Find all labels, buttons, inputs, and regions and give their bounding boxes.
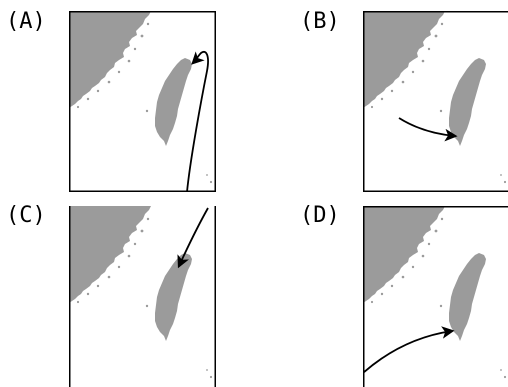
panel-b-map xyxy=(363,11,508,192)
map-frame xyxy=(363,206,508,387)
panel-d-map xyxy=(363,206,508,387)
panel-a-map-svg xyxy=(69,11,216,192)
panel-a-label: (A) xyxy=(6,9,46,34)
route-arrow xyxy=(177,207,209,269)
route-arrow xyxy=(398,117,458,142)
map-frame xyxy=(69,11,216,192)
panel-d-map-svg xyxy=(363,206,508,387)
panel-c-label: (C) xyxy=(6,203,46,228)
route-arrow xyxy=(363,326,455,374)
panel-d-label: (D) xyxy=(300,203,340,228)
panel-b-map-svg xyxy=(363,11,508,192)
panel-c-map xyxy=(69,206,216,387)
map-frame xyxy=(363,11,508,192)
map-frame xyxy=(69,206,216,387)
route-arrow xyxy=(186,50,209,192)
panel-a-map xyxy=(69,11,216,192)
panel-b-label: (B) xyxy=(300,9,340,34)
panel-c-map-svg xyxy=(69,206,216,387)
